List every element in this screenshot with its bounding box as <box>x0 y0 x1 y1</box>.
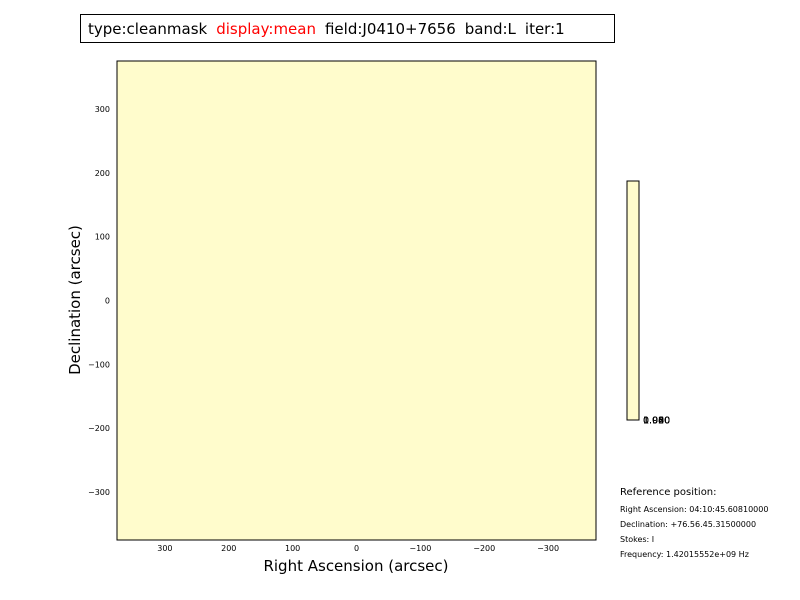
y-axis-ticks: 300 200 100 0 −100 −200 −300 <box>88 105 110 497</box>
x-tick-label: −200 <box>473 544 495 553</box>
x-tick-label: −300 <box>537 544 559 553</box>
colorbar-tick-label: 1.020 <box>643 416 670 427</box>
colorbar-tick-label: 0.980 <box>643 416 670 427</box>
plot-title: type:cleanmask display:mean field:J0410+… <box>80 14 615 43</box>
reference-stokes: Stokes: I <box>620 535 655 544</box>
reference-ra: Right Ascension: 04:10:45.60810000 <box>620 505 769 514</box>
colorbar-tick-label: 0.960 <box>643 416 670 427</box>
reference-heading: Reference position: <box>620 487 717 498</box>
y-tick-label: −300 <box>88 488 110 497</box>
title-band: band:L <box>464 19 516 38</box>
y-axis-label: Declination (arcsec) <box>66 225 84 375</box>
x-tick-label: 100 <box>285 544 300 553</box>
y-tick-label: 200 <box>95 169 110 178</box>
y-tick-label: 100 <box>95 233 110 242</box>
x-axis-label: Right Ascension (arcsec) <box>263 557 448 575</box>
x-axis-ticks: 300 200 100 0 −100 −200 −300 <box>157 544 559 553</box>
plot-frame <box>116 60 597 541</box>
y-tick-label: 300 <box>95 105 110 114</box>
y-tick-label: −200 <box>88 424 110 433</box>
reference-frequency: Frequency: 1.42015552e+09 Hz <box>620 550 749 559</box>
title-field: field:J0410+7656 <box>324 19 456 38</box>
image-area <box>117 61 596 540</box>
x-tick-label: 0 <box>354 544 359 553</box>
colorbar-tick-label: 1.040 <box>643 416 670 427</box>
title-iter: iter:1 <box>524 19 565 38</box>
title-type: type:cleanmask <box>88 19 208 38</box>
title-display: display:mean <box>216 19 316 38</box>
x-tick-label: 200 <box>221 544 236 553</box>
reference-position-panel: Reference position: Right Ascension: 04:… <box>620 485 768 562</box>
y-tick-label: 0 <box>105 297 110 306</box>
reference-dec: Declination: +76.56.45.31500000 <box>620 520 757 529</box>
x-tick-label: 300 <box>157 544 172 553</box>
colorbar <box>626 180 640 421</box>
y-tick-label: −100 <box>88 360 110 369</box>
x-tick-label: −100 <box>409 544 431 553</box>
colorbar-tick-label: 1.000 <box>643 416 670 427</box>
